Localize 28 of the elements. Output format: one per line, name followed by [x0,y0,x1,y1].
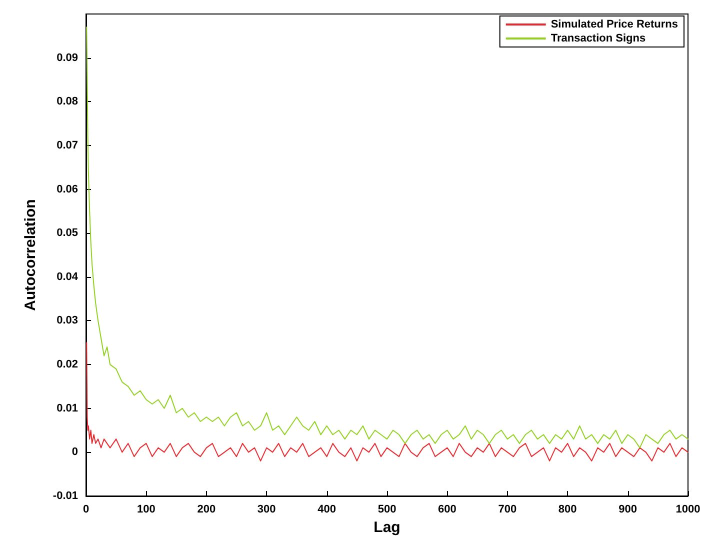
y-tick-label: 0.08 [56,96,78,108]
x-tick-label: 200 [197,504,216,516]
x-tick-label: 1000 [676,504,700,516]
y-tick-label: 0 [72,446,78,458]
y-tick-label: 0.06 [56,183,78,196]
x-tick-label: 500 [378,504,396,516]
x-tick-label: 700 [498,504,517,516]
y-axis-title: Autocorrelation [22,199,39,311]
line-series [86,342,688,462]
x-tick-label: 0 [82,504,90,516]
x-tick-label: 600 [438,504,456,516]
x-tick-label: 100 [137,504,156,516]
y-tick-label: 0.04 [56,270,79,283]
legend-label: Transaction Signs [550,32,646,44]
x-tick-label: 300 [257,504,276,516]
y-tick-label: 0.05 [56,227,78,240]
x-tick-label: 400 [318,504,336,516]
y-tick-label: 0.09 [56,52,78,64]
legend-label: Simulated Price Returns [550,18,678,30]
y-tick-label: 0.07 [56,139,78,152]
line-series [86,26,688,448]
y-tick-label: 0.02 [56,358,78,371]
x-axis-title: Lag [374,518,400,536]
y-tick-label: 0.01 [56,402,78,414]
x-tick-label: 800 [558,504,577,516]
x-tick-label: 900 [618,504,637,516]
y-tick-label: 0.03 [56,314,78,327]
y-tick-label: -0.01 [52,490,78,502]
